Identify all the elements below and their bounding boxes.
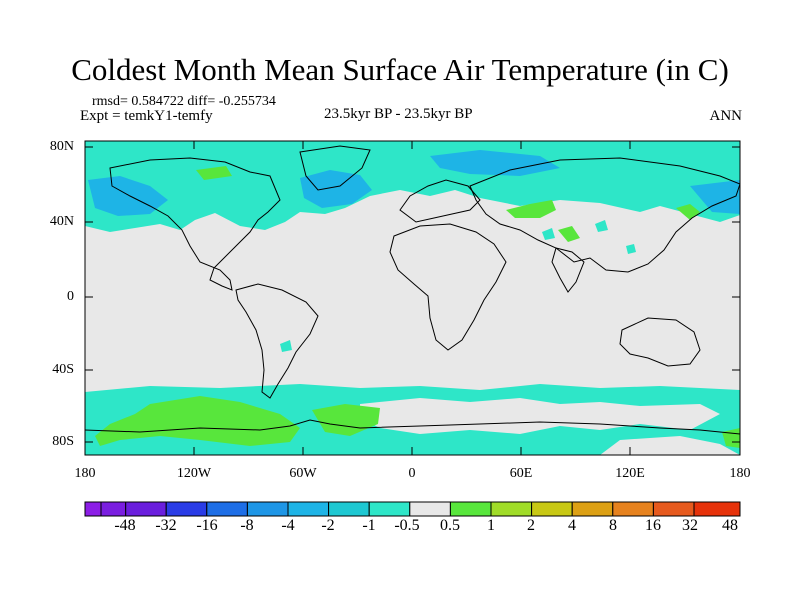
colorbar-label: 2: [527, 517, 535, 534]
colorbar-box: [490, 501, 533, 517]
colorbar-label: -1: [362, 517, 376, 534]
lat-ticks: [85, 146, 740, 443]
africa-outline: [389, 223, 507, 351]
north-blue-patch: [430, 150, 560, 176]
lat-label: 40S: [52, 362, 74, 377]
lon-label: 180: [729, 466, 751, 481]
colorbar-box: [409, 501, 451, 517]
colorbar-label: -4: [281, 517, 295, 534]
south-green-patch: [95, 396, 300, 446]
europe-outline: [399, 179, 481, 223]
australia-outline: [619, 317, 701, 367]
south-america-outline: [235, 283, 319, 399]
north-green-patch: [196, 166, 232, 180]
colorbar-label: 0.5: [440, 517, 460, 534]
north-green-patch: [506, 200, 556, 218]
colorbar-box: [368, 501, 411, 517]
lat-label: 80S: [52, 434, 74, 449]
lat-label: 0: [67, 289, 74, 304]
colorbar-box: [246, 501, 289, 517]
north-cyan-band: [85, 141, 740, 232]
lon-label: 180: [74, 466, 96, 481]
colorbar-box: [100, 501, 127, 517]
lon-label: 120W: [176, 466, 212, 481]
colorbar-label: 4: [568, 517, 576, 534]
lon-label: 60W: [289, 466, 317, 481]
colorbar: [84, 501, 741, 517]
midlat-cyan-patch: [280, 340, 292, 352]
north-blue-patch: [690, 180, 740, 214]
colorbar-label: 8: [609, 517, 617, 534]
colorbar-box: [693, 501, 741, 517]
india-outline: [551, 247, 585, 293]
colorbar-label: -2: [321, 517, 335, 534]
greenland-outline: [299, 145, 371, 191]
season-label: ANN: [709, 108, 743, 124]
colorbar-label: -32: [155, 517, 177, 534]
colorbar-label: 48: [722, 517, 738, 534]
lon-ticks: [193, 141, 631, 455]
colorbar-box: [328, 501, 370, 517]
lat-label: 80N: [49, 139, 74, 154]
midlat-cyan-patch: [542, 228, 555, 240]
colorbar-label: 32: [682, 517, 698, 534]
lon-label: 0: [408, 466, 416, 481]
north-blue-patch: [300, 170, 372, 208]
south-neutral-patch: [600, 436, 740, 455]
colorbar-box: [84, 501, 102, 517]
colorbar-box: [571, 501, 614, 517]
colorbar-box: [531, 501, 573, 517]
colorbar-box: [287, 501, 330, 517]
experiment-label: Expt = temkY1-temfy: [80, 108, 213, 124]
colorbar-label: -48: [114, 517, 136, 534]
north-green-patch: [676, 204, 700, 220]
colorbar-box: [206, 501, 248, 517]
colorbar-label: 16: [645, 517, 661, 534]
asia-outline: [469, 157, 740, 273]
period-label: 23.5kyr BP - 23.5kyr BP: [324, 106, 473, 122]
lat-label: 40N: [49, 214, 74, 229]
colorbar-box: [125, 501, 167, 517]
north-green-patch: [558, 226, 580, 242]
colorbar-label: 1: [487, 517, 495, 534]
stats-label: rmsd= 0.584722 diff= -0.255734: [92, 94, 276, 109]
colorbar-box: [165, 501, 208, 517]
colorbar-box: [652, 501, 695, 517]
antarctica-outline: [85, 419, 740, 435]
lon-label: 120E: [615, 466, 645, 481]
colorbar-label: -16: [196, 517, 218, 534]
map-title: Coldest Month Mean Surface Air Temperatu…: [71, 52, 729, 87]
colorbar-label: -8: [240, 517, 254, 534]
midlat-cyan-patch: [595, 220, 608, 232]
midlat-cyan-patch: [626, 244, 636, 254]
north-blue-patch: [88, 176, 168, 216]
north-america-outline: [109, 157, 281, 291]
colorbar-label: -0.5: [394, 517, 420, 534]
lon-label: 60E: [509, 466, 533, 481]
colorbar-box: [449, 501, 492, 517]
coastlines: [85, 145, 740, 435]
colorbar-box: [612, 501, 654, 517]
